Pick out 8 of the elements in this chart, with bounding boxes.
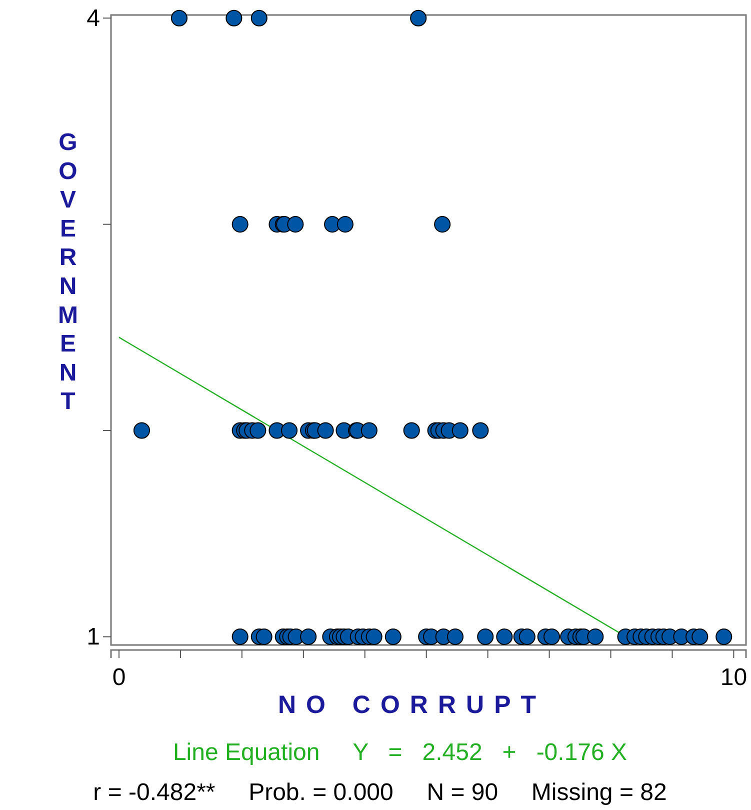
y-tick-label: 1 — [86, 623, 100, 650]
text: r = -0.482** Prob. = 0.000 N = 90 Missing = 82 — [93, 779, 667, 806]
x-tick-label: 10 — [720, 664, 748, 691]
text: Line Equation Y = 2.452 + -0.176 X — [172, 739, 628, 766]
text: GOVERNMENT — [58, 129, 78, 416]
x-tick-label: 0 — [112, 664, 126, 691]
x-axis-title: NO CORRUPT — [278, 691, 546, 719]
y-tick-label: 4 — [86, 4, 100, 32]
